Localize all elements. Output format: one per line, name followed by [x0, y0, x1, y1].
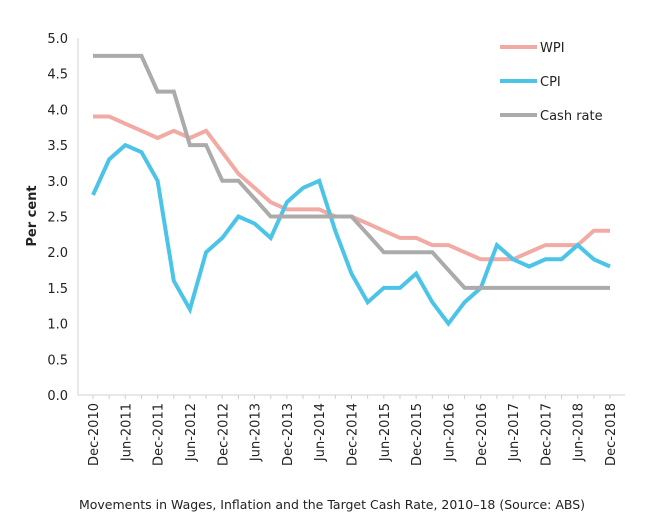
x-tick-label: Dec-2010 — [87, 403, 102, 466]
legend: WPI CPI Cash rate — [500, 41, 603, 124]
series-line-cpi — [91, 142, 611, 327]
y-tick-label: 3.5 — [47, 139, 68, 154]
legend-label-wpi: WPI — [540, 41, 565, 56]
x-tick-label: Dec-2018 — [604, 403, 619, 466]
y-tick-label: 4.5 — [47, 68, 68, 83]
x-tick-label: Jun-2014 — [313, 403, 328, 462]
x-tick-label: Jun-2018 — [572, 403, 587, 462]
x-tick-label: Dec-2017 — [539, 403, 554, 466]
x-tick-label: Dec-2012 — [216, 403, 231, 466]
series-line-wpi — [93, 114, 610, 262]
x-tick-label: Jun-2015 — [378, 403, 393, 462]
y-tick-labels: 0.0 0.5 1.0 1.5 2.0 2.5 3.0 3.5 4.0 4.5 5.0 — [47, 32, 68, 404]
x-tick-label: Dec-2011 — [152, 403, 167, 466]
legend-label-cpi: CPI — [540, 75, 561, 90]
series-lines — [91, 53, 611, 327]
y-tick-label: 3.0 — [47, 175, 68, 190]
x-tick-label: Dec-2015 — [410, 403, 425, 466]
line-chart: 0.0 0.5 1.0 1.5 2.0 2.5 3.0 3.5 4.0 4.5 5.0 Dec-20… — [25, 32, 625, 466]
y-tick-label: 2.5 — [47, 211, 68, 226]
x-tick-label: Jun-2016 — [442, 403, 457, 462]
x-tick-label: Jun-2013 — [249, 403, 264, 462]
y-tick-label: 0.0 — [47, 389, 68, 404]
x-tick-label: Jun-2017 — [507, 403, 522, 462]
legend-label-cash-rate: Cash rate — [540, 109, 603, 124]
y-tick-label: 1.5 — [47, 282, 68, 297]
y-axis-label: Per cent — [25, 185, 40, 246]
x-tick-label: Dec-2014 — [346, 403, 361, 466]
y-tick-label: 1.0 — [47, 318, 68, 333]
figure-caption: Movements in Wages, Inflation and the Ta… — [78, 497, 586, 512]
series-line-cash-rate — [93, 53, 610, 290]
x-tick-label: Dec-2013 — [281, 403, 296, 466]
x-tick-marks — [92, 395, 611, 399]
x-tick-label: Jun-2011 — [119, 403, 134, 462]
y-tick-label: 5.0 — [47, 32, 68, 47]
x-tick-labels: Dec-2010 Jun-2011 Dec-2011 Jun-2012 Dec-2012… — [87, 403, 619, 466]
y-tick-label: 4.0 — [47, 103, 68, 118]
y-tick-label: 0.5 — [47, 353, 68, 368]
x-tick-label: Dec-2016 — [475, 403, 490, 466]
y-tick-label: 2.0 — [47, 246, 68, 261]
x-tick-label: Jun-2012 — [184, 403, 199, 462]
